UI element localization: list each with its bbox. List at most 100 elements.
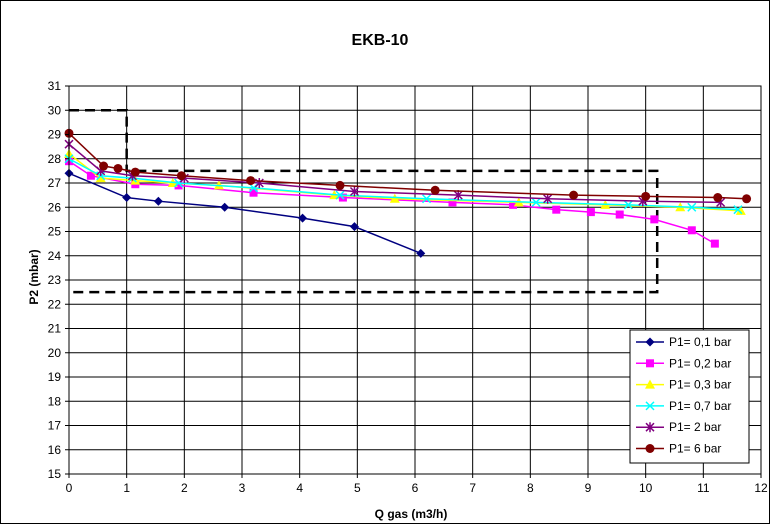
legend-label: P1= 0,3 bar	[669, 378, 731, 392]
legend-item: P1= 0,3 bar	[636, 378, 731, 392]
plot-border	[68, 85, 762, 475]
x-tick-label: 12	[754, 481, 768, 495]
x-tick-label: 10	[639, 481, 653, 495]
y-tick-label: 19	[48, 370, 62, 384]
data-point	[742, 194, 752, 204]
data-point	[645, 337, 655, 347]
legend-item: P1= 0,7 bar	[636, 399, 731, 413]
series-line	[68, 143, 721, 204]
x-tick-label: 3	[239, 481, 246, 495]
data-point	[531, 197, 541, 207]
y-tick-label: 21	[48, 322, 62, 336]
y-tick-label: 27	[48, 176, 62, 190]
data-point	[713, 193, 723, 203]
data-point	[552, 205, 561, 214]
data-point	[176, 171, 186, 181]
data-point	[389, 193, 400, 203]
y-tick-label: 18	[48, 394, 62, 408]
data-point	[298, 213, 308, 223]
x-tick-label: 8	[527, 481, 534, 495]
x-axis-label: Q gas (m3/h)	[375, 507, 448, 521]
axes: 0 1 2 3 4 5 6 7 8 9 10 11 12151617181920212223242526…	[48, 79, 768, 495]
y-tick-label: 25	[48, 225, 62, 239]
legend-label: P1= 2 bar	[669, 420, 721, 434]
data-point	[569, 190, 579, 200]
y-tick-label: 30	[48, 103, 62, 117]
data-point	[335, 180, 345, 190]
data-point	[543, 193, 553, 204]
grid	[68, 85, 762, 475]
data-point	[687, 226, 696, 235]
data-point	[710, 239, 719, 248]
x-tick-label: 5	[354, 481, 361, 495]
data-point	[122, 193, 132, 203]
data-point	[246, 176, 256, 186]
data-point	[430, 185, 440, 195]
legend-label: P1= 0,1 bar	[669, 335, 731, 349]
legend: P1= 0,1 bar P1= 0,2 bar P1= 0,3 bar P1= 0,7…	[629, 329, 750, 464]
data-point	[586, 208, 595, 217]
data-point	[645, 444, 655, 453]
legend-item: P1= 2 bar	[636, 420, 721, 434]
data-point	[650, 215, 659, 224]
y-tick-label: 29	[48, 128, 62, 142]
y-tick-label: 24	[48, 249, 62, 263]
legend-label: P1= 0,7 bar	[669, 399, 731, 413]
series-line	[68, 160, 716, 245]
data-point	[645, 401, 655, 411]
data-point	[645, 422, 655, 433]
data-point	[153, 196, 163, 206]
x-tick-label: 9	[585, 481, 592, 495]
data-point	[130, 167, 140, 177]
y-axis-label: P2 (mbar)	[27, 249, 41, 304]
data-point	[249, 188, 258, 197]
y-tick-label: 26	[48, 200, 62, 214]
data-point	[646, 359, 654, 368]
legend-label: P1= 0,2 bar	[669, 356, 731, 370]
y-tick-label: 17	[48, 419, 62, 433]
data-point	[422, 194, 432, 204]
x-tick-label: 6	[412, 481, 419, 495]
x-tick-label: 1	[123, 481, 130, 495]
data-point	[174, 181, 183, 190]
data-point	[735, 205, 746, 215]
data-point	[641, 191, 651, 201]
legend-item: P1= 0,2 bar	[636, 356, 731, 370]
y-tick-label: 22	[48, 297, 62, 311]
data-point	[99, 161, 109, 171]
x-tick-label: 4	[296, 481, 303, 495]
data-point	[220, 202, 230, 212]
legend-box	[629, 329, 750, 464]
legend-item: P1= 0,1 bar	[636, 335, 731, 349]
y-tick-label: 16	[48, 443, 62, 457]
x-tick-label: 2	[181, 481, 188, 495]
data-point	[113, 163, 123, 173]
y-tick-label: 20	[48, 346, 62, 360]
data-point	[687, 202, 697, 212]
data-point	[86, 171, 95, 180]
y-tick-label: 23	[48, 273, 62, 287]
legend-label: P1= 6 bar	[669, 442, 721, 456]
data-point	[349, 222, 359, 232]
x-tick-label: 0	[66, 481, 73, 495]
data-point	[623, 200, 633, 210]
data-point	[509, 200, 518, 209]
series	[64, 168, 426, 258]
data-point	[733, 205, 743, 215]
data-point	[416, 248, 426, 258]
data-point	[335, 190, 345, 200]
y-tick-label: 15	[48, 467, 62, 481]
x-tick-label: 11	[697, 481, 710, 495]
x-tick-label: 7	[469, 481, 476, 495]
data-point	[95, 173, 106, 183]
envelope-dashed	[69, 109, 659, 294]
chart-title: EKB-10	[352, 32, 409, 49]
y-tick-label: 28	[48, 152, 62, 166]
data-point	[615, 210, 624, 219]
y-tick-label: 31	[48, 79, 62, 93]
data-point	[448, 198, 457, 207]
envelope-layer	[69, 109, 659, 294]
data-point	[349, 186, 359, 197]
series	[64, 128, 752, 204]
